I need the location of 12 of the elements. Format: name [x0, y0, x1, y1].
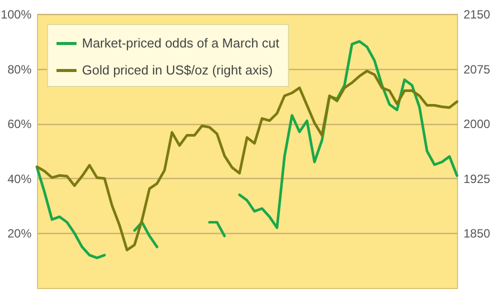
y-tick-label: 80% — [7, 62, 32, 76]
y2-tick-label: 2000 — [464, 117, 491, 132]
legend-label: Market-priced odds of a March cut — [82, 36, 280, 50]
y2-tick-label: 1850 — [464, 226, 491, 241]
y-tick-label: 20% — [7, 226, 32, 241]
y2-tick-label: 2150 — [464, 8, 491, 22]
y2-tick-label: 1925 — [464, 172, 491, 186]
y-tick-label: 100% — [0, 8, 32, 22]
y-tick-label: 40% — [7, 172, 32, 186]
y-tick-label: 60% — [7, 117, 32, 132]
y2-tick-label: 2075 — [464, 62, 491, 76]
legend-label: Gold priced in US$/oz (right axis) — [82, 62, 273, 78]
